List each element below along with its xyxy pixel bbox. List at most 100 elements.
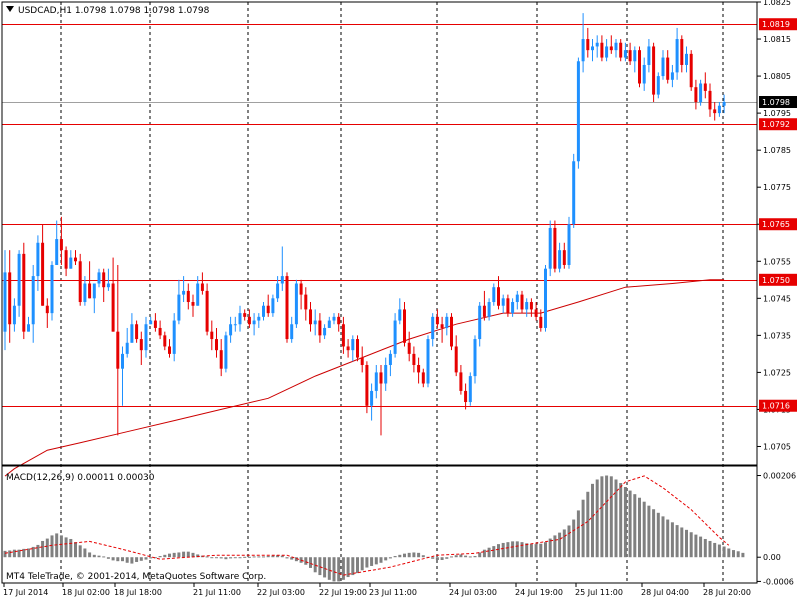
macd-bar [121,557,124,562]
macd-bar [454,555,458,558]
candle-body [600,42,604,58]
macd-tick-label: -0.0006 [763,577,794,586]
candle-body [525,302,529,310]
macd-bar [553,535,557,558]
macd-bar [435,557,439,560]
macd-bar [280,555,284,558]
candle-body [116,331,120,369]
candle-body [515,294,519,303]
macd-bar [445,557,449,559]
price-tick-label: 1.0795 [763,109,791,118]
candle-body [252,320,256,325]
macd-bar [628,490,632,558]
symbol-header: USDCAD,H1 1.0798 1.0798 1.0798 1.0798 [18,6,210,16]
candle-body [450,316,453,347]
macd-bar [149,557,153,559]
macd-tick-label: 0.00206 [763,472,796,481]
candle-body [708,90,712,110]
macd-bar [478,552,482,558]
candle-body [454,346,458,373]
macd-label: MACD(12,26,9) 0.00011 0.00030 [6,473,155,483]
macd-bar [464,555,468,558]
candle-body [285,276,289,340]
candle-body [69,257,73,269]
macd-bar [27,548,30,558]
candle-body [205,290,209,332]
price-tick-label: 1.0825 [763,0,791,7]
macd-bar [605,475,609,558]
macd-bar [182,551,186,558]
candle-body [257,316,261,321]
candle-body [501,298,505,306]
candle-body [638,50,641,84]
macd-bar [144,557,148,560]
macd-bar [732,550,735,558]
candle-body [370,390,374,406]
candle-body [379,372,383,384]
candle-body [196,283,200,306]
macd-pane-frame [1,465,758,584]
bid-price-tag [759,96,797,109]
macd-bar [741,552,745,558]
macd-bar [487,547,491,558]
macd-bar [619,483,623,558]
x-axis-label: 25 Jul 11:00 [575,588,623,597]
candle-body [680,39,684,65]
grid-lines [60,2,724,583]
triangle-down-icon[interactable] [6,6,14,12]
macd-bar [59,535,63,558]
x-axis-label: 28 Jul 20:00 [703,588,751,597]
candle-body [520,294,524,310]
candle-body [41,242,45,306]
x-axis-label: 23 Jul 11:00 [369,588,417,597]
macd-bar [666,519,670,558]
macd-bar [102,556,106,558]
candle-body [647,46,651,65]
candle-body [341,324,345,347]
candle-body [17,253,21,306]
candle-body [478,305,482,340]
candle-body [595,42,599,47]
macd-bar [64,537,68,558]
macd-bar [69,538,73,558]
candle-body [36,242,40,277]
candle-body [200,283,204,291]
candle-body [12,305,16,325]
macd-bar [130,557,134,564]
macd-bar [78,545,82,558]
price-tick-label: 1.0745 [763,294,791,303]
macd-bar [623,487,627,558]
x-axis-label: 22 Jul 19:00 [319,588,367,597]
candle-body [215,339,218,351]
macd-bar [88,552,92,558]
candle-body [309,309,312,325]
candle-body [656,76,660,95]
macd-bar [501,542,505,558]
candle-body [699,83,703,103]
candle-body [365,364,369,406]
macd-bar [591,483,594,558]
macd-bar [680,527,684,558]
candle-body [544,268,547,328]
macd-bar [111,557,115,561]
candle-body [356,339,359,358]
macd-bar [633,494,637,558]
x-axis-label: 22 Jul 03:00 [257,588,305,597]
candle-body [685,53,688,65]
candle-body [121,353,124,369]
candle-body [534,309,538,317]
macd-bar [609,476,613,558]
candle-body [412,353,416,365]
macd-signal-line [4,475,730,576]
macd-bar [252,556,256,558]
macd-bar [332,557,336,582]
candle-body [78,261,82,303]
macd-bar [572,519,576,558]
candle-body [576,61,580,162]
level-price-tag [759,273,797,286]
macd-bar [41,540,45,558]
macd-bar [450,556,453,558]
macd-bar [22,548,26,558]
